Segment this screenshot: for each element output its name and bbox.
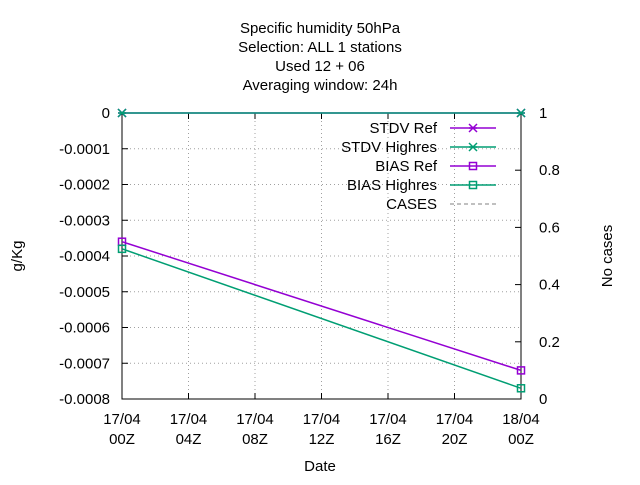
title-line-1: Specific humidity 50hPa <box>240 20 401 37</box>
ticks: 0 -0.0001 -0.0002 -0.0003 -0.0004 -0.0005 -0.0… <box>59 105 560 448</box>
x-axis-label: Date <box>304 458 336 475</box>
x-tick-label-date: 17/04 <box>303 411 341 428</box>
data-point <box>468 123 478 133</box>
series-line <box>121 240 522 372</box>
x-tick-label-date: 17/04 <box>436 411 474 428</box>
legend-label: BIAS Highres <box>347 177 437 194</box>
data-point <box>117 108 127 118</box>
plot-area <box>117 108 526 393</box>
data-point <box>468 161 478 171</box>
legend-label: CASES <box>386 196 437 213</box>
y-tick-label: 0 <box>102 105 110 122</box>
y-tick-label: -0.0007 <box>59 355 110 372</box>
title-line-3: Used 12 + 06 <box>275 58 365 75</box>
grid <box>122 113 521 399</box>
y-tick-label: -0.0004 <box>59 248 110 265</box>
y2-tick-label: 1 <box>539 105 547 122</box>
y-axis-label: g/Kg <box>9 241 26 272</box>
data-point <box>468 180 478 190</box>
y2-tick-label: 0 <box>539 391 547 408</box>
y2-tick-label: 0.8 <box>539 162 560 179</box>
plot-border <box>121 112 522 400</box>
x-tick-label-hour: 12Z <box>309 431 335 448</box>
y-tick-label: -0.0006 <box>59 320 110 337</box>
data-point <box>516 366 526 375</box>
x-tick-label-hour: 04Z <box>176 431 202 448</box>
legend-label: BIAS Ref <box>375 158 438 175</box>
data-point <box>516 384 526 393</box>
x-tick-label-hour: 00Z <box>508 431 534 448</box>
x-tick-label-date: 17/04 <box>103 411 141 428</box>
title-line-4: Averaging window: 24h <box>243 77 398 94</box>
x-tick-label-hour: 16Z <box>375 431 401 448</box>
y-tick-label: -0.0002 <box>59 177 110 194</box>
x-tick-label-hour: 20Z <box>442 431 468 448</box>
y-tick-label: -0.0008 <box>59 391 110 408</box>
legend: STDV Ref STDV Highres BIAS Ref BIAS Highres… <box>341 120 496 213</box>
title-line-2: Selection: ALL 1 stations <box>238 39 402 56</box>
legend-label: STDV Ref <box>369 120 437 137</box>
y2-tick-label: 0.4 <box>539 277 560 294</box>
y2-axis-label: No cases <box>599 225 616 288</box>
y-tick-label: -0.0005 <box>59 284 110 301</box>
axes <box>121 112 522 400</box>
y-tick-label: -0.0003 <box>59 212 110 229</box>
x-tick-label-date: 17/04 <box>236 411 274 428</box>
x-tick-label-date: 17/04 <box>170 411 208 428</box>
chart-title: Specific humidity 50hPa Selection: ALL 1… <box>238 20 402 94</box>
x-tick-label-hour: 00Z <box>109 431 135 448</box>
y2-tick-label: 0.6 <box>539 219 560 236</box>
x-tick-label-date: 18/04 <box>502 411 540 428</box>
x-tick-label-hour: 08Z <box>242 431 268 448</box>
data-point <box>516 108 526 118</box>
data-point <box>117 244 127 254</box>
y2-tick-label: 0.2 <box>539 334 560 351</box>
legend-label: STDV Highres <box>341 139 437 156</box>
x-tick-label-date: 17/04 <box>369 411 407 428</box>
y-tick-label: -0.0001 <box>59 141 110 158</box>
data-point <box>468 142 478 152</box>
series-line <box>121 248 522 389</box>
